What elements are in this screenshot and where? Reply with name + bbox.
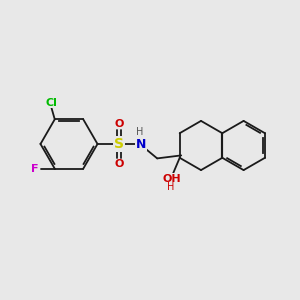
Text: S: S	[114, 137, 124, 151]
Text: F: F	[31, 164, 38, 174]
Text: OH: OH	[163, 174, 181, 184]
Text: Cl: Cl	[45, 98, 57, 108]
Text: O: O	[114, 119, 124, 129]
Text: N: N	[136, 137, 146, 151]
Text: H: H	[136, 128, 143, 137]
Text: H: H	[167, 182, 174, 192]
Text: O: O	[114, 159, 124, 169]
